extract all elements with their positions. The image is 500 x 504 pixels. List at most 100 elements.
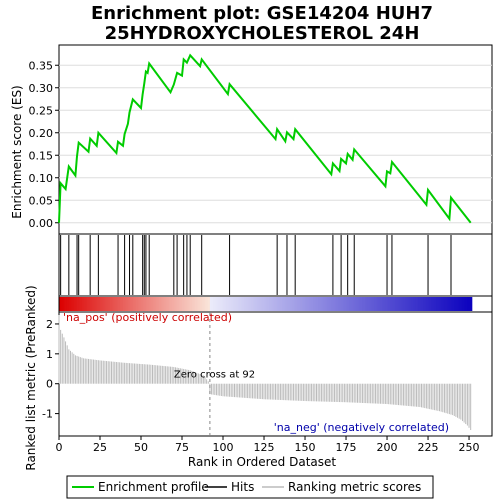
color-bar-segment bbox=[280, 297, 283, 311]
es-curve-layer bbox=[58, 53, 472, 224]
color-bar-segment bbox=[65, 297, 68, 311]
metric-panel-frame bbox=[58, 311, 493, 437]
color-bar-segment bbox=[436, 297, 439, 311]
color-bar-segment bbox=[306, 297, 309, 311]
color-bar-segment bbox=[247, 297, 250, 311]
color-bar-segment bbox=[357, 297, 360, 311]
color-bar-segment bbox=[454, 297, 457, 311]
color-bar-segment bbox=[329, 297, 332, 311]
color-bar-segment bbox=[260, 297, 263, 311]
color-bar-segment bbox=[405, 297, 408, 311]
color-bar-segment bbox=[83, 297, 86, 311]
color-bar-segment bbox=[398, 297, 401, 311]
ranked-color-bar bbox=[59, 297, 492, 311]
color-bar-segment bbox=[103, 297, 106, 311]
legend-label: Hits bbox=[231, 480, 254, 494]
color-bar-segment bbox=[59, 297, 62, 311]
color-bar-segment bbox=[160, 297, 163, 311]
color-bar-segment bbox=[144, 297, 147, 311]
color-bar-segment bbox=[126, 297, 129, 311]
color-bar-segment bbox=[165, 297, 168, 311]
color-bar-segment bbox=[119, 297, 122, 311]
color-bar-segment bbox=[300, 297, 303, 311]
color-bar-segment bbox=[449, 297, 452, 311]
color-bar-segment bbox=[331, 297, 334, 311]
color-bar-segment bbox=[308, 297, 311, 311]
color-bar-segment bbox=[470, 297, 473, 311]
color-bar-segment bbox=[457, 297, 460, 311]
color-bar-segment bbox=[75, 297, 78, 311]
color-bar-segment bbox=[373, 297, 376, 311]
color-bar-segment bbox=[464, 297, 467, 311]
color-bar-segment bbox=[400, 297, 403, 311]
color-bar-segment bbox=[452, 297, 455, 311]
color-bar-segment bbox=[98, 297, 101, 311]
legend-label: Ranking metric scores bbox=[288, 480, 421, 494]
color-bar-segment bbox=[229, 297, 232, 311]
color-bar-segment bbox=[288, 297, 291, 311]
es-y-tick-label: 0.10 bbox=[29, 172, 54, 185]
color-bar-segment bbox=[227, 297, 230, 311]
color-bar-segment bbox=[283, 297, 286, 311]
color-bar-segment bbox=[364, 297, 367, 311]
color-bar-segment bbox=[88, 297, 91, 311]
color-bar-segment bbox=[122, 297, 126, 311]
color-bar-segment bbox=[303, 297, 306, 311]
color-bar-segment bbox=[191, 297, 194, 311]
color-bar-segment bbox=[311, 297, 314, 311]
color-bar-segment bbox=[142, 297, 145, 311]
color-bar-segment bbox=[409, 297, 413, 311]
color-bar-segment bbox=[382, 297, 385, 311]
color-bar-segment bbox=[439, 297, 442, 311]
color-bar-segment bbox=[131, 297, 134, 311]
color-bar-segment bbox=[419, 297, 422, 311]
color-bar-segment bbox=[455, 297, 458, 311]
color-bar-segment bbox=[232, 297, 235, 311]
color-bar-segment bbox=[190, 297, 193, 311]
color-bar-segment bbox=[172, 297, 175, 311]
es-y-tick-label: 0.35 bbox=[29, 59, 54, 72]
color-bar-segment bbox=[208, 297, 211, 311]
color-bar-segment bbox=[349, 297, 352, 311]
color-bar-segment bbox=[152, 297, 155, 311]
color-bar-segment bbox=[352, 297, 355, 311]
color-bar-segment bbox=[334, 297, 337, 311]
color-bar-segment bbox=[180, 297, 183, 311]
color-bar-segment bbox=[236, 297, 239, 311]
color-bar-segment bbox=[90, 297, 93, 311]
color-bar-segment bbox=[332, 297, 335, 311]
color-bar-segment bbox=[393, 297, 396, 311]
color-bar-segment bbox=[301, 297, 304, 311]
es-y-tick-label: 0.25 bbox=[29, 104, 54, 117]
color-bar-segment bbox=[226, 297, 229, 311]
color-bar-segment bbox=[173, 297, 176, 311]
legend-label: Enrichment profile bbox=[98, 480, 209, 494]
color-bar-segment bbox=[67, 297, 70, 311]
color-bar-segment bbox=[104, 297, 107, 311]
x-tick-label: 0 bbox=[56, 441, 63, 454]
color-bar-segment bbox=[134, 297, 137, 311]
color-bar-segment bbox=[185, 297, 188, 311]
color-bar-segment bbox=[154, 297, 157, 311]
color-bar-segment bbox=[416, 297, 419, 311]
color-bar-segment bbox=[93, 297, 96, 311]
color-bar-segment bbox=[244, 297, 247, 311]
color-bar-segment bbox=[218, 297, 221, 311]
color-bar-segment bbox=[337, 297, 340, 311]
color-bar-segment bbox=[403, 297, 406, 311]
color-bar-segment bbox=[324, 297, 327, 311]
color-bar-segment bbox=[245, 297, 249, 311]
color-bar-segment bbox=[193, 297, 196, 311]
color-bar-segment bbox=[360, 297, 363, 311]
color-bar-segment bbox=[265, 297, 268, 311]
color-bar-segment bbox=[446, 297, 449, 311]
color-bar-segment bbox=[162, 297, 165, 311]
color-bar-segment bbox=[188, 297, 191, 311]
legend: Enrichment profile Hits Ranking metric sco… bbox=[72, 480, 421, 494]
color-bar-segment bbox=[444, 297, 447, 311]
color-bar-segment bbox=[426, 297, 429, 311]
color-bar-segment bbox=[388, 297, 391, 311]
color-bar-segment bbox=[469, 297, 472, 311]
